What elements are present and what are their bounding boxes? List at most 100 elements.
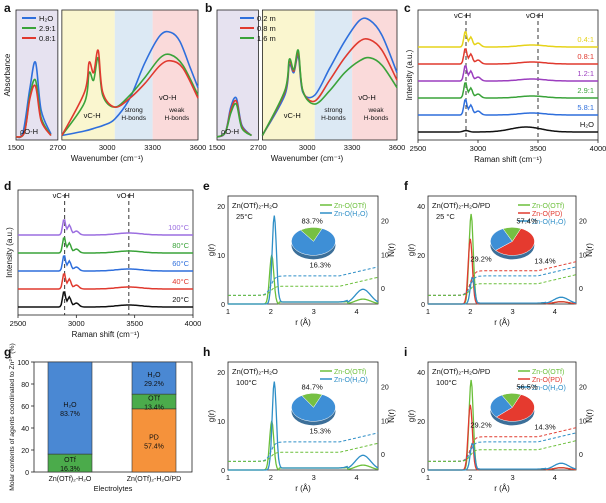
tick-label-x-i-0: 1 xyxy=(426,473,430,482)
axis-frame-g xyxy=(33,361,193,473)
pie-slice-h-0 xyxy=(291,394,336,422)
panel-i: Zn(OTf)₂-H₂O/PD 100°C Zn-O(OTf)Zn-O(PD)Zn-… xyxy=(407,361,594,493)
tick-label-b-4: 3600 xyxy=(389,143,406,152)
tick-label-y2-f-2: 20 xyxy=(579,219,587,226)
tick-label-y2-h-0: 0 xyxy=(381,452,385,459)
peak-label-rho: ρO-H xyxy=(221,127,239,136)
series-line-right-b-2 xyxy=(261,49,398,136)
panel-h: Zn(OTf)₂-H₂O 100°C Zn-O(OTf)Zn-O(H₂O) 1 2 3 4 0… xyxy=(207,361,396,493)
tick-label-x-i-3: 4 xyxy=(553,473,557,482)
panel-title-h: Zn(OTf)₂-H₂O xyxy=(232,367,278,376)
tick-label-y-f-1: 20 xyxy=(417,253,425,260)
tick-label-b-2: 3000 xyxy=(299,143,316,152)
panel-letter-c: c xyxy=(404,1,411,15)
tick-label-a-0: 1500 xyxy=(8,143,25,152)
axis-frame-h xyxy=(227,361,379,471)
series-label-c-2: 1.2:1 xyxy=(577,69,594,78)
legend-label-a-2: 0.8:1 xyxy=(39,34,56,43)
tick-label-b-0: 1500 xyxy=(209,143,226,152)
vline-label-oh-c: νO-H xyxy=(526,11,544,20)
axis-label-x-d: Raman shift (cm⁻¹) xyxy=(72,330,140,339)
axis-frame-left xyxy=(15,9,59,141)
legend-label-b-1: 0.8 m xyxy=(257,24,276,33)
nr-curve-h-0 xyxy=(228,432,379,462)
axis-frame-f xyxy=(427,195,577,305)
series-line-c-0 xyxy=(418,31,598,48)
series-line-right-a-0 xyxy=(61,30,199,137)
axis-label-x-a: Wavenumber (cm⁻¹) xyxy=(71,154,144,163)
bar-segment-value-1-1: 13.4% xyxy=(144,404,164,411)
panel-g: 0 20 40 60 80 100 OTf 16.3% H₂O 83.7% Zn(OTf)₂-H₂O… xyxy=(9,343,193,493)
tick-label-x-e-0: 1 xyxy=(226,307,230,316)
series-label-c-4: 5.8:1 xyxy=(577,103,594,112)
axis-label-x-c: Raman shift (cm⁻¹) xyxy=(474,155,542,164)
panel-letter-b: b xyxy=(205,1,212,15)
region-label-strong-1: strong xyxy=(324,107,342,114)
series-line-d-4 xyxy=(18,291,193,308)
nr-curve-i-2 xyxy=(428,440,577,462)
series-line-c-4 xyxy=(418,99,598,116)
region-label-weak-1: weak xyxy=(168,107,185,114)
category-label-g-1: Zn(OTf)₂-H₂O/PD xyxy=(127,476,181,483)
panel-b: 1500 2700 3000 3300 3600 Wavenumber (cm⁻¹) 0.2… xyxy=(209,9,406,163)
bar-segment-value-1-0: 57.4% xyxy=(144,443,164,450)
tick-label-x-h-2: 3 xyxy=(312,473,316,482)
axis-label-y-c: Intensity (a.u.) xyxy=(405,49,414,100)
axis-label-y2-f: N(r) xyxy=(585,243,594,257)
peak-label-ch: νC-H xyxy=(84,111,101,120)
tick-label-y2-e-2: 20 xyxy=(381,219,389,226)
axis-label-x-h: r (Å) xyxy=(295,484,311,493)
peak-label-ch: νC-H xyxy=(284,111,301,120)
pie-label-e-1: 16.3% xyxy=(310,260,332,269)
series-line-c-3 xyxy=(418,82,598,99)
tick-label-x-e-1: 2 xyxy=(269,307,273,316)
tick-label-y-i-1: 20 xyxy=(417,419,425,426)
axis-frame-left xyxy=(216,9,259,141)
tick-label-x-h-0: 1 xyxy=(226,473,230,482)
tick-label-d-1: 3000 xyxy=(68,319,85,328)
pie-label-i-2: 14.3% xyxy=(534,422,556,431)
region-label-strong-2: H-bonds xyxy=(121,115,146,122)
series-line-c-1 xyxy=(418,48,598,65)
pie-label-f-0: 57.4% xyxy=(516,216,538,225)
axis-frame-i xyxy=(427,361,577,471)
tick-label-x-h-3: 4 xyxy=(354,473,358,482)
panel-title-i: Zn(OTf)₂-H₂O/PD xyxy=(432,367,491,376)
panel-letter-i: i xyxy=(404,345,407,359)
tick-label-x-e-3: 4 xyxy=(354,307,358,316)
tick-label-g-2: 40 xyxy=(21,426,29,433)
series-label-d-2: 60°C xyxy=(172,259,189,268)
panel-subtitle-h: 100°C xyxy=(236,378,258,387)
tick-label-y2-f-1: 10 xyxy=(579,252,587,259)
tick-label-y2-i-1: 10 xyxy=(579,418,587,425)
tick-label-g-0: 0 xyxy=(25,470,29,477)
pie-slice-i-1 xyxy=(490,394,513,418)
series-label-d-0: 100°C xyxy=(168,223,190,232)
legend-label-i-1: Zn-O(PD) xyxy=(532,377,562,384)
tick-label-y2-i-2: 20 xyxy=(579,385,587,392)
tick-label-x-e-2: 3 xyxy=(312,307,316,316)
legend-label-b-0: 0.2 m xyxy=(257,14,276,23)
nr-curve-f-2 xyxy=(428,274,577,296)
rdf-curve-h-0 xyxy=(228,420,379,471)
series-label-d-1: 80°C xyxy=(172,241,189,250)
axis-label-x-i: r (Å) xyxy=(494,484,510,493)
tick-label-y-i-2: 40 xyxy=(417,370,425,377)
legend-label-i-2: Zn-O(H₂O) xyxy=(532,385,566,392)
axis-label-y-i: g(r) xyxy=(407,409,416,422)
series-line-c-2 xyxy=(418,65,598,82)
pie-slice-i-0 xyxy=(495,394,535,422)
tick-label-y2-e-1: 10 xyxy=(381,252,389,259)
legend-label-f-2: Zn-O(H₂O) xyxy=(532,219,566,226)
peak-label-oh: νO-H xyxy=(159,93,177,102)
region-label-weak-1: weak xyxy=(367,107,384,114)
tick-label-x-f-0: 1 xyxy=(426,307,430,316)
axis-label-x-b: Wavenumber (cm⁻¹) xyxy=(271,154,344,163)
tick-label-x-i-1: 2 xyxy=(468,473,472,482)
pie-label-i-1: 29.2% xyxy=(470,420,492,429)
pie-label-f-2: 13.4% xyxy=(534,256,556,265)
panel-f: Zn(OTf)₂-H₂O/PD 25 °C Zn-O(OTf)Zn-O(PD)Zn-… xyxy=(407,195,594,327)
bar-segment-name-1-2: H₂O xyxy=(147,372,161,379)
legend-label-a-1: 2.9:1 xyxy=(39,24,56,33)
region-label-weak-2: H-bonds xyxy=(165,115,190,122)
